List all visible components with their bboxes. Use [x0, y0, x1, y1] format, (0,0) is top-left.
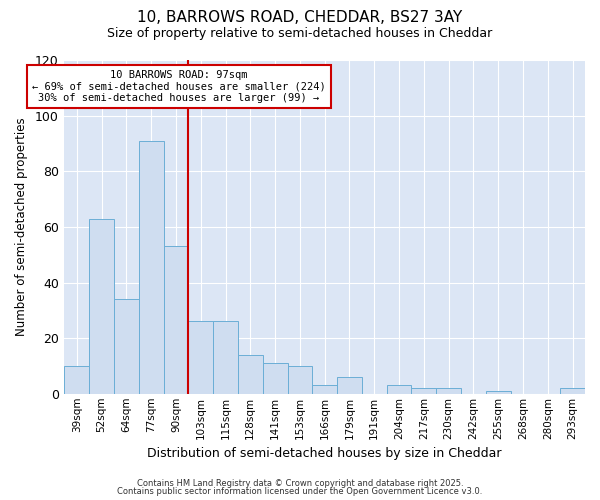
Bar — [412, 388, 436, 394]
Text: Contains HM Land Registry data © Crown copyright and database right 2025.: Contains HM Land Registry data © Crown c… — [137, 478, 463, 488]
Text: Size of property relative to semi-detached houses in Cheddar: Size of property relative to semi-detach… — [107, 28, 493, 40]
Bar — [89, 218, 114, 394]
Bar — [164, 246, 188, 394]
Bar — [486, 391, 511, 394]
X-axis label: Distribution of semi-detached houses by size in Cheddar: Distribution of semi-detached houses by … — [148, 447, 502, 460]
Bar — [337, 377, 362, 394]
Bar — [287, 366, 312, 394]
Bar — [139, 140, 164, 394]
Bar — [312, 386, 337, 394]
Text: 10, BARROWS ROAD, CHEDDAR, BS27 3AY: 10, BARROWS ROAD, CHEDDAR, BS27 3AY — [137, 10, 463, 25]
Text: Contains public sector information licensed under the Open Government Licence v3: Contains public sector information licen… — [118, 487, 482, 496]
Bar — [560, 388, 585, 394]
Bar — [213, 322, 238, 394]
Bar — [436, 388, 461, 394]
Bar — [188, 322, 213, 394]
Bar — [263, 363, 287, 394]
Text: 10 BARROWS ROAD: 97sqm
← 69% of semi-detached houses are smaller (224)
30% of se: 10 BARROWS ROAD: 97sqm ← 69% of semi-det… — [32, 70, 326, 103]
Bar — [114, 299, 139, 394]
Y-axis label: Number of semi-detached properties: Number of semi-detached properties — [15, 118, 28, 336]
Bar — [238, 355, 263, 394]
Bar — [386, 386, 412, 394]
Bar — [64, 366, 89, 394]
